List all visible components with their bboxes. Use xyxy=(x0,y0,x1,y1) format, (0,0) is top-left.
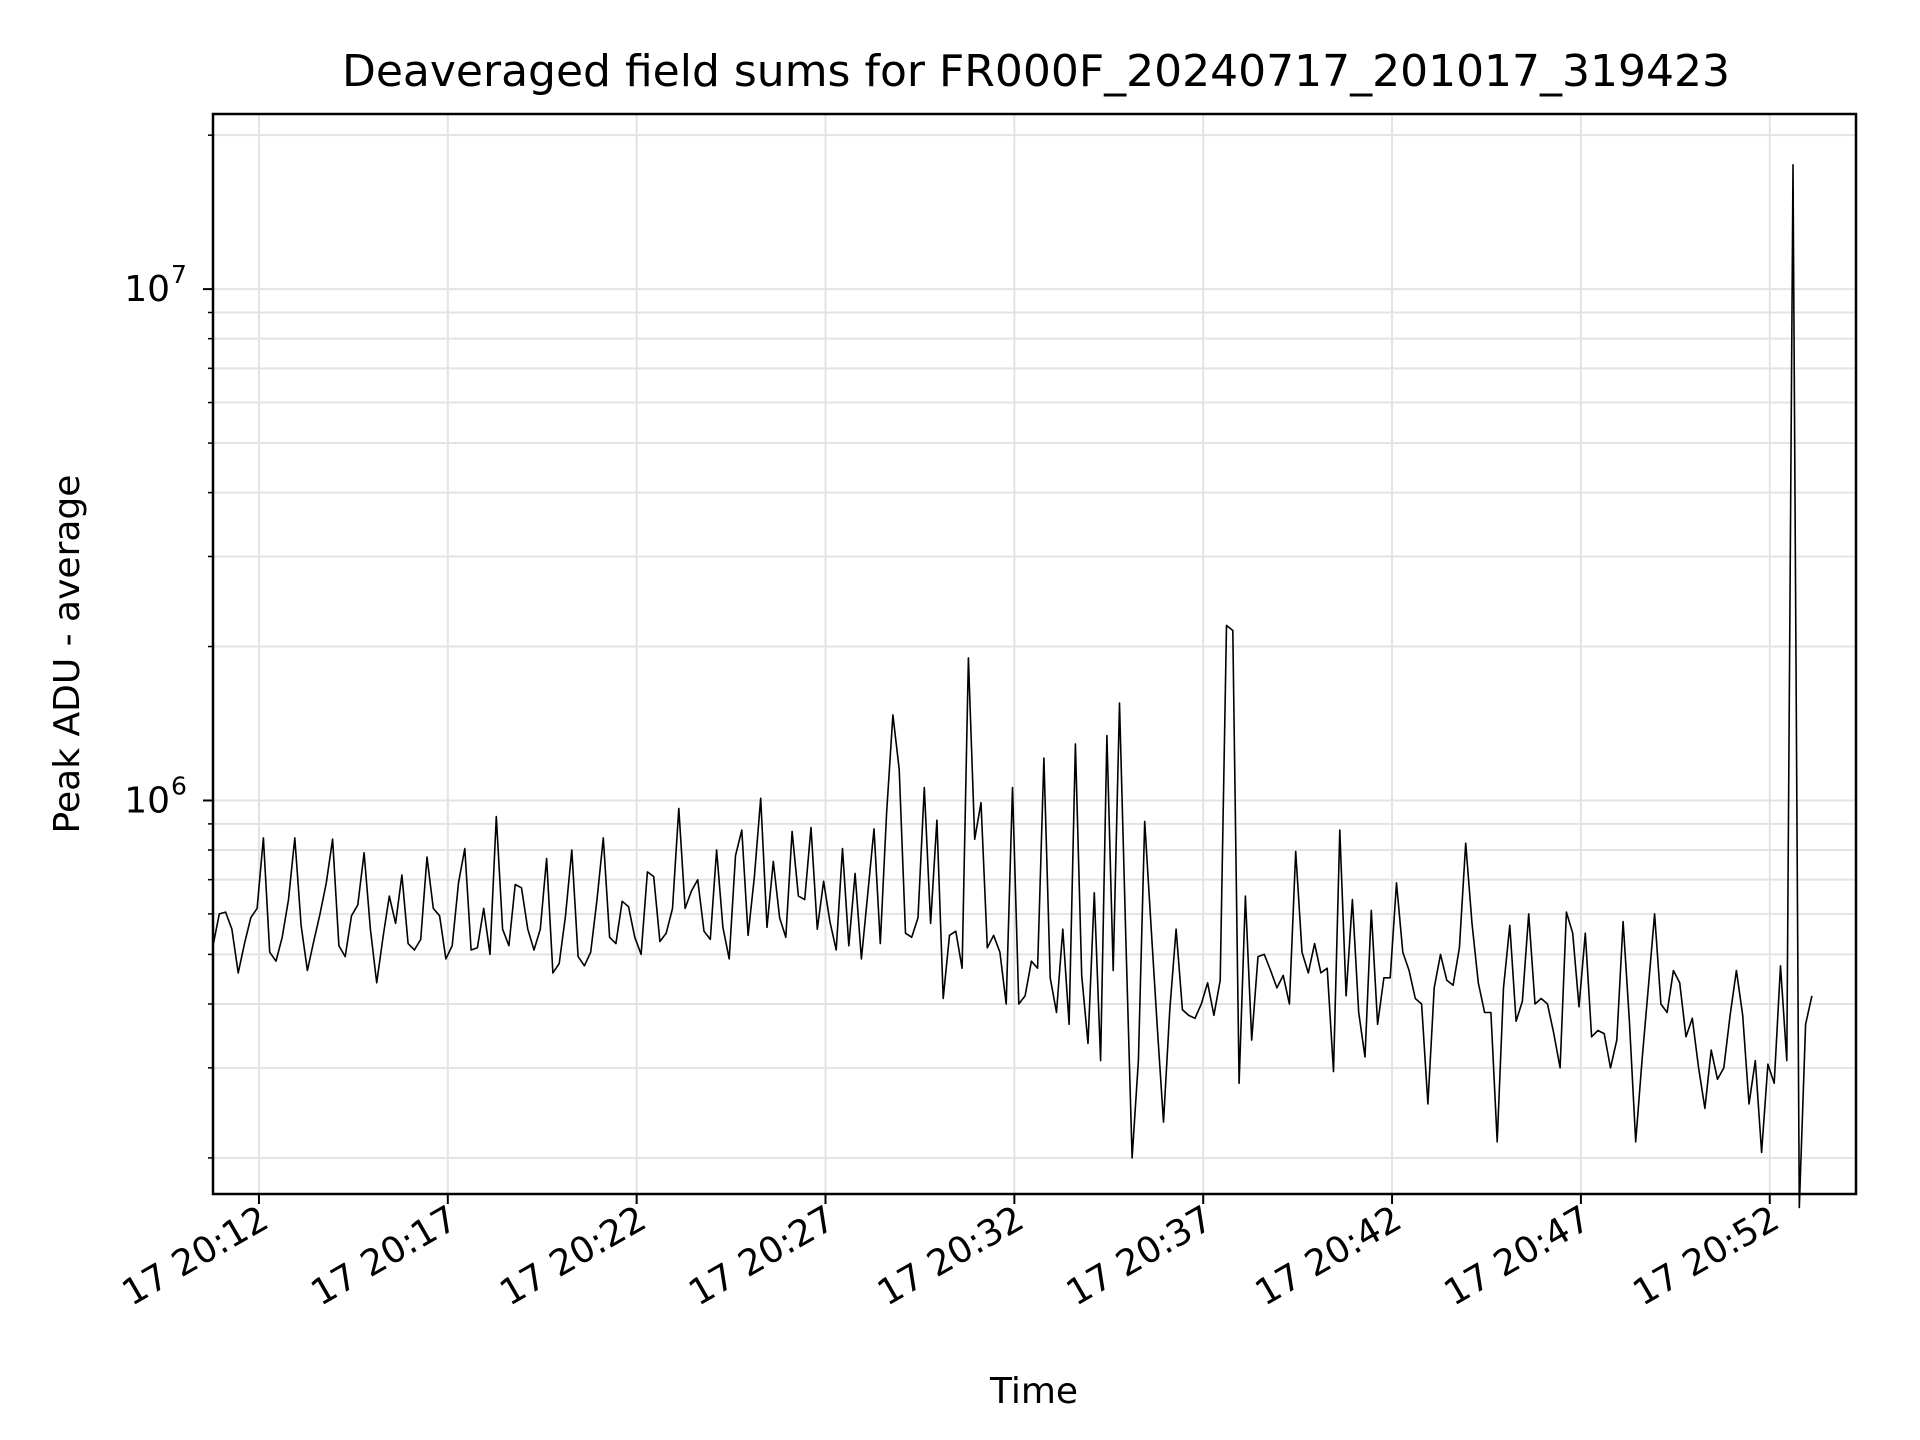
grid-lines xyxy=(213,114,1856,1194)
series-line xyxy=(212,164,1813,1209)
y-tick-exponent: 6 xyxy=(171,771,187,800)
chart-title: Deaveraged field sums for FR000F_2024071… xyxy=(342,46,1730,97)
y-tick-label: 10 xyxy=(124,780,170,821)
plot-area xyxy=(213,114,1856,1194)
y-tick-exponent: 7 xyxy=(171,260,187,289)
x-axis-label: Time xyxy=(989,1371,1078,1412)
y-tick-label: 10 xyxy=(124,269,170,310)
plot-frame xyxy=(211,112,1858,1196)
y-axis-label: Peak ADU - average xyxy=(47,475,88,834)
series-layer xyxy=(212,164,1813,1209)
